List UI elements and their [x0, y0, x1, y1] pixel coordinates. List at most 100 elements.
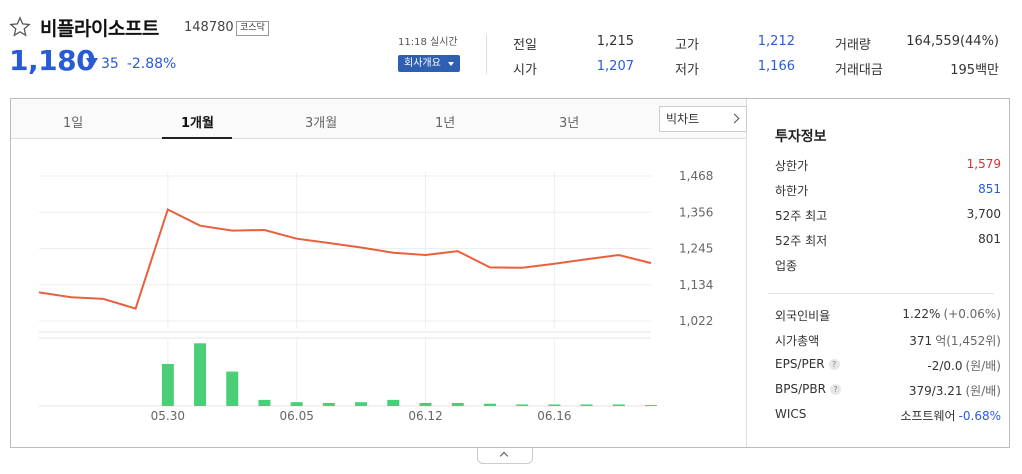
info-label: 하한가 [775, 184, 809, 198]
volume-bar [161, 363, 174, 406]
info-label: 상한가 [775, 159, 809, 173]
info-value: -2/0.0 (원/배) [835, 357, 1001, 374]
info-value: 851 [978, 182, 1001, 196]
x-tick-label: 06.16 [537, 409, 571, 423]
volume-bar [516, 404, 529, 406]
info-value: 1.22% (+0.06%) [835, 307, 1001, 321]
volume-bar [645, 405, 657, 406]
help-icon[interactable]: ? [829, 384, 841, 395]
tab-1month[interactable]: 1개월 [181, 116, 214, 131]
investment-info-title: 투자정보 [775, 129, 827, 145]
y-tick-label: 1,245 [679, 242, 713, 256]
quote-high-label: 고가 [675, 38, 699, 53]
chevron-up-icon [499, 451, 509, 461]
price-chart[interactable]: 1,468 1,356 1,245 1,134 1,022 05.30 06.05 06.12… [11, 140, 746, 446]
info-value-sub: -0.68% [958, 409, 1001, 423]
big-chart-button[interactable]: 빅차트 [659, 106, 747, 132]
market-badge: 코스닥 [236, 21, 269, 36]
divider [486, 34, 487, 74]
volume-bar [226, 371, 239, 406]
info-value: 소프트웨어 -0.68% [835, 407, 1001, 424]
info-value: 3,700 [966, 207, 1001, 221]
info-label-text: 외국인비율 [775, 309, 831, 323]
help-icon[interactable]: ? [828, 359, 840, 370]
info-label-text: BPS/PBR [775, 382, 826, 396]
down-triangle-icon [86, 58, 98, 68]
quote-high-value: 1,212 [757, 34, 795, 49]
info-value: 801 [978, 232, 1001, 246]
info-value-main: 소프트웨어 [900, 409, 956, 423]
info-value-main: 379/3.21 [908, 384, 963, 398]
stock-name[interactable]: 비플라이소프트 [40, 18, 159, 40]
volume-bar [483, 403, 496, 406]
info-value-main: 371 [909, 334, 933, 348]
info-label: EPS/PER? [775, 357, 840, 371]
quote-open-value: 1,207 [596, 59, 634, 74]
volume-bar [322, 402, 335, 406]
quote-amount-label: 거래대금 [835, 63, 883, 78]
y-tick-label: 1,134 [679, 278, 713, 292]
info-value: 371 억(1,452위) [835, 332, 1001, 349]
info-value-sub: 억(1,452위) [935, 334, 1001, 348]
caret-down-icon [448, 62, 454, 66]
change-percent: -2.88% [126, 56, 177, 72]
info-label: 외국인비율 [775, 307, 830, 324]
company-overview-button[interactable]: 회사개요 [398, 55, 460, 72]
favorite-star-icon[interactable] [9, 16, 31, 38]
quote-prev-value: 1,215 [596, 34, 634, 49]
realtime-label: 11:18 실시간 [398, 37, 458, 48]
big-chart-label: 빅차트 [666, 112, 700, 126]
info-value: 379/3.21 (원/배) [835, 382, 1001, 399]
current-price: 1,180 [9, 44, 96, 77]
info-value-sub: (원/배) [965, 359, 1002, 373]
quote-open-label: 시가 [513, 63, 537, 78]
x-tick-label: 05.30 [151, 409, 185, 423]
volume-bar [419, 402, 432, 406]
volume-bar [258, 399, 271, 406]
x-tick-label: 06.05 [280, 409, 314, 423]
volume-bar [387, 399, 400, 406]
chart-area: 1일 1개월 3개월 1년 3년 빅차트 1,468 1,356 1,245 1,13… [11, 99, 747, 447]
change-amount: 35 [101, 56, 119, 72]
collapse-button[interactable] [477, 448, 533, 464]
info-value-sub: (+0.06%) [943, 307, 1001, 321]
info-value-main: -2/0.0 [927, 359, 963, 373]
info-label: 52주 최고 [775, 209, 828, 223]
info-value-main: 1.22% [902, 307, 941, 321]
active-tab-indicator [162, 137, 232, 139]
quote-volume-label: 거래량 [835, 38, 871, 53]
x-tick-label: 06.12 [408, 409, 442, 423]
quote-prev-label: 전일 [513, 38, 537, 53]
volume-bar [548, 404, 561, 406]
price-change: 35 -2.88% [86, 56, 176, 72]
volume-bar [194, 343, 207, 406]
info-value: 1,579 [966, 157, 1001, 171]
tab-1year[interactable]: 1년 [435, 116, 456, 131]
chevron-right-icon [729, 113, 740, 124]
y-tick-label: 1,022 [679, 314, 713, 328]
company-overview-label: 회사개요 [404, 58, 441, 69]
y-tick-label: 1,356 [679, 205, 713, 219]
investment-info: 투자정보 상한가 1,579 하한가 851 52주 최고 3,700 52주 최저 801 업… [748, 99, 1009, 447]
price-line [38, 208, 652, 310]
volume-bar [612, 404, 625, 406]
quote-amount-value: 195백만 [950, 63, 999, 78]
tab-1day[interactable]: 1일 [63, 116, 84, 131]
volume-bar [290, 402, 303, 406]
info-label-text: WICS [775, 407, 807, 421]
y-tick-label: 1,468 [679, 169, 713, 183]
tab-3month[interactable]: 3개월 [305, 116, 338, 131]
tab-3year[interactable]: 3년 [559, 116, 580, 131]
volume-bar [580, 404, 593, 406]
quote-volume-value: 164,559(44%) [906, 34, 999, 49]
info-label: 업종 [775, 259, 798, 273]
period-tabs: 1일 1개월 3개월 1년 3년 빅차트 [11, 99, 747, 139]
quote-low-value: 1,166 [757, 59, 795, 74]
info-value-sub: (원/배) [965, 384, 1002, 398]
quote-low-label: 저가 [675, 63, 699, 78]
volume-bar [355, 402, 368, 406]
info-label: 시가총액 [775, 332, 819, 349]
chart-panel: 1일 1개월 3개월 1년 3년 빅차트 1,468 1,356 1,245 1,13… [10, 98, 1010, 448]
info-label: 52주 최저 [775, 234, 828, 248]
